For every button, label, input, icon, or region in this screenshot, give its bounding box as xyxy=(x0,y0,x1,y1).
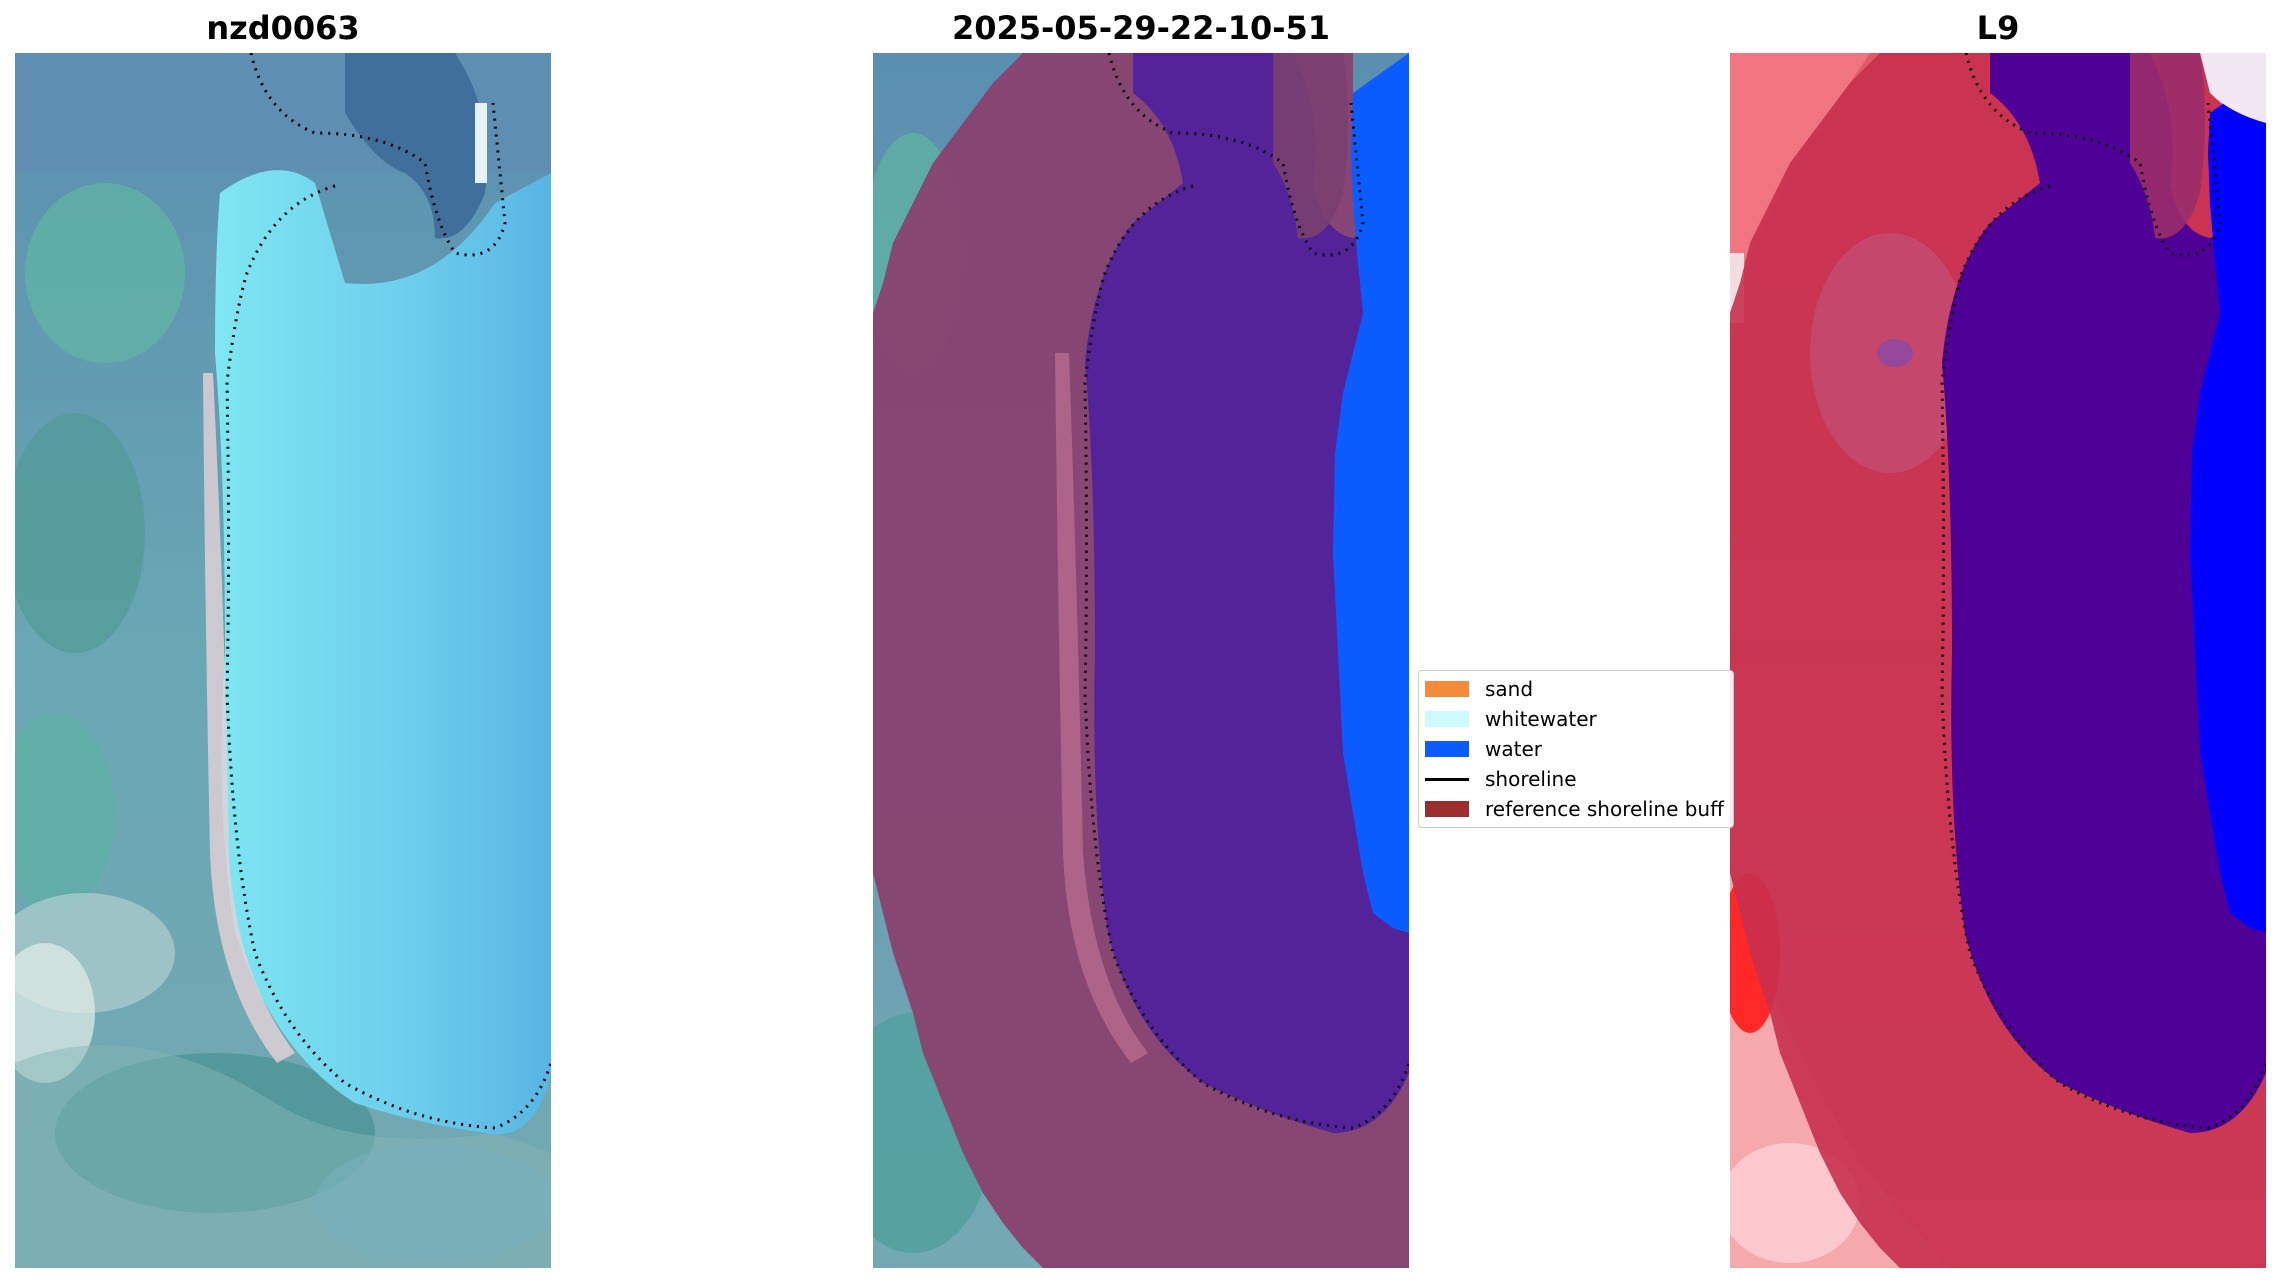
panel-title-classification: 2025-05-29-22-10-51 xyxy=(951,9,1331,47)
legend: sand whitewater water shoreline referenc… xyxy=(1418,670,1734,828)
index-image xyxy=(1730,53,2266,1268)
legend-label-reference-buffer: reference shoreline buff xyxy=(1485,797,1724,821)
legend-swatch-whitewater xyxy=(1425,711,1469,727)
legend-swatch-reference-buffer xyxy=(1425,801,1469,817)
legend-line-shoreline xyxy=(1425,777,1469,781)
index-panel xyxy=(1730,53,2266,1268)
rgb-image-panel xyxy=(15,53,551,1268)
legend-item-water: water xyxy=(1425,734,1542,764)
legend-item-shoreline: shoreline xyxy=(1425,764,1577,794)
classification-image xyxy=(873,53,1409,1268)
legend-label-whitewater: whitewater xyxy=(1485,707,1597,731)
legend-item-whitewater: whitewater xyxy=(1425,704,1597,734)
legend-swatch-water xyxy=(1425,741,1469,757)
panel-title-rgb: nzd0063 xyxy=(206,9,360,47)
classification-panel xyxy=(873,53,1409,1268)
legend-swatch-sand xyxy=(1425,681,1469,697)
panel-title-index: L9 xyxy=(1976,9,2020,47)
legend-label-sand: sand xyxy=(1485,677,1534,701)
legend-label-shoreline: shoreline xyxy=(1485,767,1577,791)
rgb-image xyxy=(15,53,551,1268)
legend-label-water: water xyxy=(1485,737,1542,761)
legend-item-reference-buffer: reference shoreline buff xyxy=(1425,794,1724,824)
legend-item-sand: sand xyxy=(1425,674,1533,704)
